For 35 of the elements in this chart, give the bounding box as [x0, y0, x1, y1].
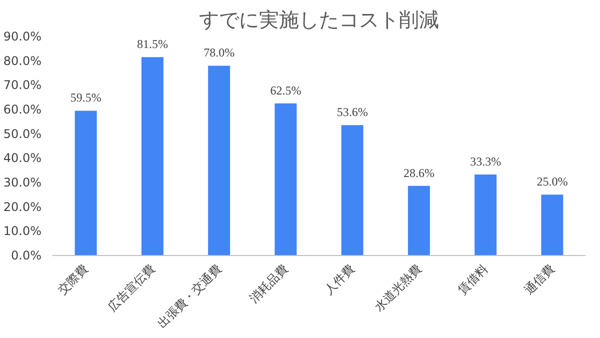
y-tick-label: 10.0%: [3, 224, 42, 238]
bar: [341, 125, 364, 256]
y-tick-label: 20.0%: [3, 200, 42, 214]
y-tick-label: 30.0%: [3, 176, 42, 190]
y-tick-label: 60.0%: [3, 102, 42, 116]
chart-title: すでに実施したコスト削減: [199, 8, 439, 32]
data-label: 78.0%: [204, 46, 235, 60]
y-tick-label: 40.0%: [3, 151, 42, 166]
x-tick-label: 消耗品費: [246, 262, 291, 306]
x-tick-label: 交際費: [55, 262, 91, 297]
x-tick-label: 人件費: [322, 262, 358, 297]
data-label: 59.5%: [70, 90, 102, 105]
y-tick-label: 0.0%: [11, 248, 42, 262]
x-tick-label: 水道光熱費: [372, 262, 424, 314]
y-tick-label: 50.0%: [3, 126, 42, 141]
data-label: 28.6%: [403, 166, 434, 180]
bar: [141, 57, 164, 256]
bar: [208, 66, 230, 256]
y-tick-label: 70.0%: [3, 78, 42, 92]
data-label: 33.3%: [470, 154, 502, 168]
x-tick-label: 広告宣伝費: [105, 262, 158, 314]
data-label: 62.5%: [270, 83, 302, 98]
data-label: 81.5%: [136, 37, 168, 52]
bar: [274, 103, 297, 256]
bar: [408, 186, 430, 256]
bar: [541, 194, 564, 256]
x-tick-label: 通信費: [522, 262, 558, 297]
y-tick-label: 90.0%: [3, 30, 42, 44]
bar: [474, 174, 497, 256]
x-tick-label: 出張費・交通費: [154, 262, 224, 331]
data-label: 53.6%: [336, 105, 368, 120]
y-tick-label: 80.0%: [3, 54, 42, 68]
bar: [74, 110, 97, 256]
x-tick-label: 賃借料: [455, 262, 491, 297]
data-label: 25.0%: [536, 174, 568, 189]
